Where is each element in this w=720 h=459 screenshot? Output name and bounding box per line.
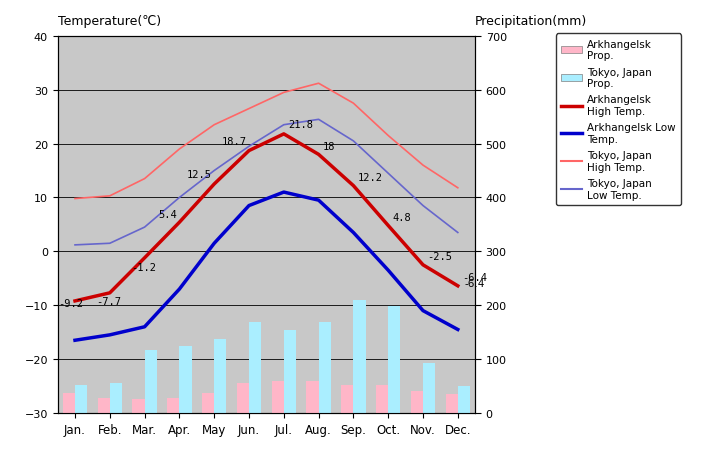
Text: 12.2: 12.2 — [358, 173, 382, 183]
Bar — [318, 323, 330, 413]
Text: -6.4: -6.4 — [462, 273, 487, 283]
Bar — [75, 385, 87, 413]
Bar — [307, 381, 318, 413]
Text: 5.4: 5.4 — [158, 209, 177, 219]
Bar — [202, 393, 214, 413]
Bar — [179, 346, 192, 413]
Bar — [214, 339, 226, 413]
Bar — [341, 385, 354, 413]
Text: -7.7: -7.7 — [96, 297, 121, 306]
Text: Temperature(℃): Temperature(℃) — [58, 15, 161, 28]
Bar — [411, 392, 423, 413]
Bar — [109, 383, 122, 413]
Text: -9.2: -9.2 — [58, 299, 84, 309]
Bar — [132, 399, 145, 413]
Bar — [98, 398, 109, 413]
Bar — [237, 384, 249, 413]
Text: -2.5: -2.5 — [427, 252, 452, 262]
Text: 18.7: 18.7 — [221, 136, 246, 146]
Bar — [376, 385, 388, 413]
Text: 21.8: 21.8 — [288, 120, 313, 129]
Bar — [249, 323, 261, 413]
Bar — [63, 393, 75, 413]
Bar — [167, 398, 179, 413]
Text: 12.5: 12.5 — [186, 170, 212, 179]
Bar — [458, 386, 470, 413]
Text: Precipitation(mm): Precipitation(mm) — [475, 15, 588, 28]
Bar — [271, 381, 284, 413]
Text: 18: 18 — [323, 141, 336, 151]
Bar — [354, 300, 366, 413]
Legend: Arkhangelsk
Prop., Tokyo, Japan
Prop., Arkhangelsk
High Temp., Arkhangelsk Low
T: Arkhangelsk Prop., Tokyo, Japan Prop., A… — [556, 34, 680, 205]
Text: 4.8: 4.8 — [392, 213, 411, 223]
Bar — [284, 330, 296, 413]
Text: -6.4: -6.4 — [464, 278, 485, 288]
Text: -1.2: -1.2 — [131, 263, 156, 273]
Bar — [145, 350, 157, 413]
Bar — [423, 363, 435, 413]
Bar — [446, 394, 458, 413]
Bar — [388, 307, 400, 413]
